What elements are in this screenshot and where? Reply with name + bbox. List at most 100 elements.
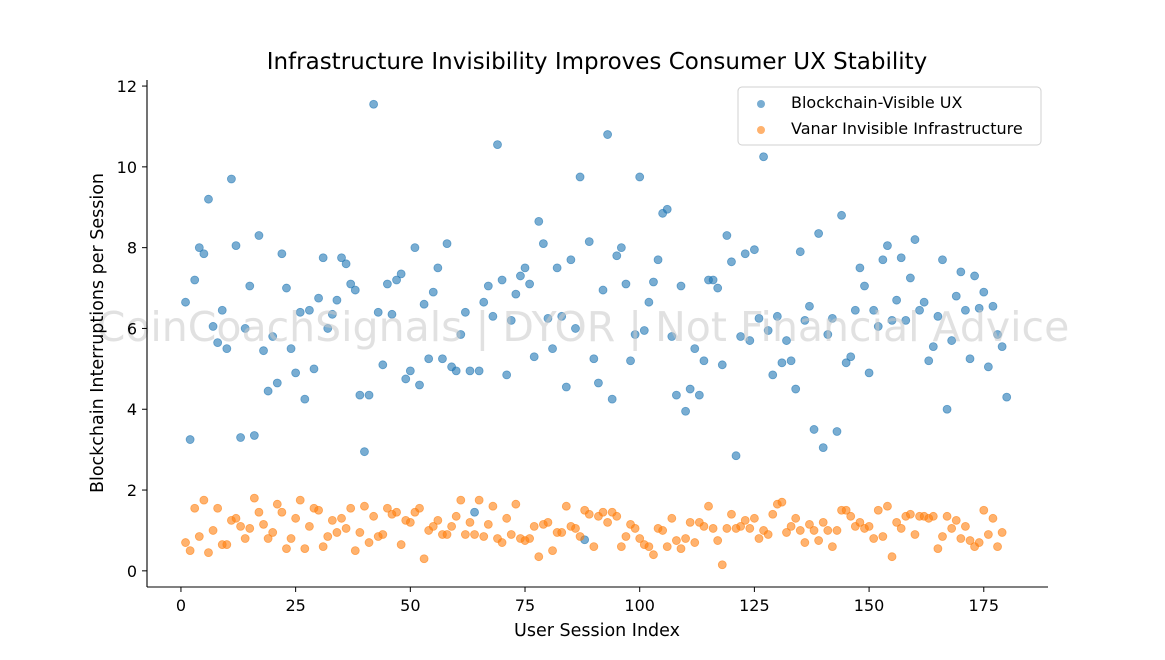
data-point [387, 309, 397, 319]
data-point [910, 530, 920, 539]
data-point [883, 501, 892, 511]
x-tick-label: 175 [969, 596, 1000, 615]
data-point [905, 273, 915, 283]
data-point [190, 503, 200, 513]
data-point [451, 366, 461, 376]
data-point [942, 511, 952, 521]
data-point [369, 511, 379, 521]
data-point [474, 366, 484, 376]
data-point [543, 517, 553, 527]
data-point [282, 544, 291, 554]
data-point [286, 344, 296, 354]
data-point [736, 332, 746, 341]
data-point [194, 532, 204, 541]
data-point [855, 517, 865, 527]
data-point [382, 503, 392, 513]
y-tick-label: 4 [127, 400, 137, 419]
data-point [181, 538, 190, 547]
data-point [268, 332, 278, 341]
data-point [942, 404, 952, 414]
data-point [332, 295, 342, 305]
data-point [305, 305, 314, 315]
data-point [378, 360, 388, 370]
data-point [460, 530, 470, 539]
data-point [754, 534, 764, 543]
data-point [965, 354, 975, 364]
data-point [749, 245, 759, 255]
data-point [286, 534, 296, 543]
series-vanar-invisible-infrastructure [181, 493, 1007, 570]
data-point [603, 130, 612, 139]
y-ticks: 0 2 4 6 8 10 12 [117, 77, 147, 581]
y-tick-label: 10 [117, 158, 137, 177]
data-point [571, 324, 580, 333]
data-point [594, 378, 603, 388]
data-point [928, 342, 938, 352]
x-tick-label: 125 [739, 596, 770, 615]
data-point [878, 255, 888, 265]
data-point [227, 174, 236, 184]
data-point [749, 513, 759, 523]
legend-label-vanar-invisible: Vanar Invisible Infrastructure [791, 119, 1023, 138]
data-point [938, 255, 947, 265]
data-point [529, 352, 539, 362]
data-point [222, 344, 232, 354]
data-point [561, 501, 571, 511]
data-point [263, 534, 273, 543]
data-point [272, 499, 282, 509]
data-point [855, 263, 865, 273]
data-point [928, 511, 938, 521]
data-point [823, 330, 833, 339]
data-point [589, 542, 599, 552]
data-point [415, 380, 424, 390]
data-point [314, 505, 323, 515]
x-tick-label: 50 [400, 596, 420, 615]
data-point [961, 522, 970, 531]
data-point [236, 522, 245, 531]
data-point [782, 336, 791, 345]
data-point [630, 524, 640, 533]
data-point [621, 532, 631, 541]
data-point [360, 447, 369, 457]
data-point [291, 513, 301, 523]
data-point [213, 338, 223, 347]
data-point [892, 295, 902, 305]
data-point [245, 524, 255, 533]
data-point [272, 378, 282, 388]
data-point [525, 279, 535, 289]
data-point [736, 522, 746, 531]
data-point [185, 435, 195, 444]
data-point [690, 538, 700, 547]
data-point [809, 526, 819, 535]
data-point [860, 281, 869, 291]
data-point [497, 275, 507, 285]
data-point [295, 495, 305, 505]
data-point [217, 305, 227, 315]
data-point [873, 322, 883, 331]
data-point [896, 253, 906, 263]
data-point [456, 495, 466, 505]
data-point [919, 297, 929, 307]
data-point [933, 544, 943, 554]
data-point [396, 269, 406, 279]
data-point [538, 239, 548, 249]
data-point [965, 536, 975, 545]
data-point [497, 538, 507, 547]
data-point [456, 330, 466, 339]
data-point [566, 255, 576, 265]
data-point [635, 172, 645, 182]
data-point [988, 513, 998, 523]
data-point [791, 513, 801, 523]
data-point [667, 332, 677, 341]
data-point [392, 507, 401, 517]
data-point [722, 524, 732, 533]
data-point [213, 503, 223, 513]
data-point [428, 522, 438, 531]
data-point [337, 253, 346, 263]
data-point [433, 515, 443, 525]
data-point [708, 524, 718, 533]
data-point [598, 285, 608, 295]
data-point [447, 522, 457, 531]
data-point [350, 546, 360, 556]
x-tick-label: 100 [624, 596, 655, 615]
